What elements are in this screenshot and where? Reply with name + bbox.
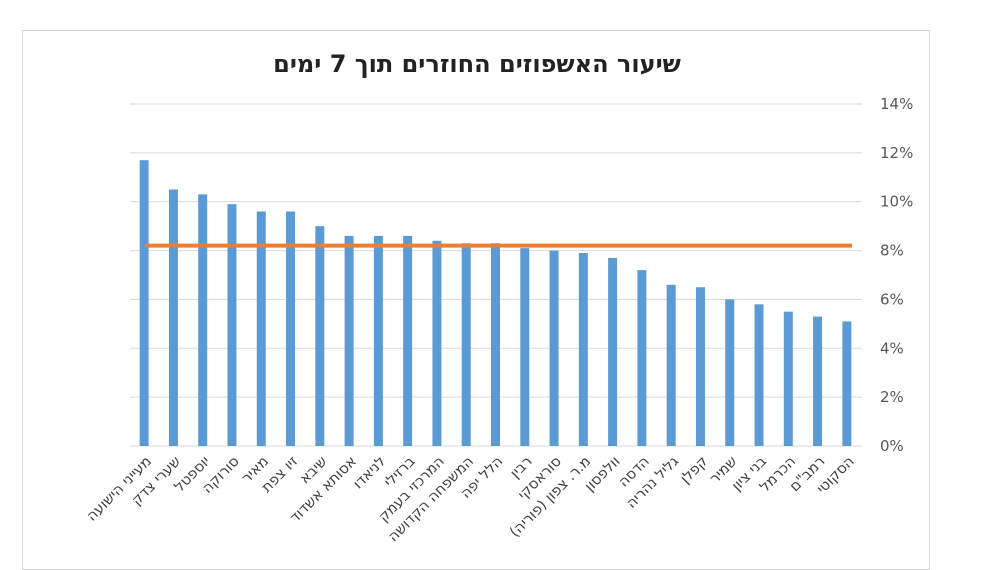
bar bbox=[373, 235, 383, 446]
bar bbox=[754, 304, 764, 446]
y-tick-label: 4% bbox=[880, 339, 904, 357]
bar bbox=[695, 287, 705, 446]
bar bbox=[783, 311, 793, 446]
bar bbox=[666, 284, 676, 446]
y-tick-label: 6% bbox=[880, 290, 904, 308]
y-tick-label: 8% bbox=[880, 242, 904, 260]
bar bbox=[813, 316, 823, 446]
y-tick-label: 10% bbox=[880, 193, 913, 211]
bar bbox=[461, 243, 471, 446]
chart-title: שיעור האשפוזים החוזרים תוך 7 ימים bbox=[273, 50, 681, 78]
bar bbox=[637, 270, 647, 446]
bar bbox=[725, 299, 735, 446]
category-label: קפלן bbox=[678, 454, 712, 488]
bar bbox=[227, 204, 237, 446]
bar bbox=[491, 243, 500, 446]
bar bbox=[168, 189, 178, 446]
bar bbox=[842, 321, 852, 446]
bar bbox=[432, 240, 442, 446]
y-tick-label: 14% bbox=[880, 95, 913, 113]
bar bbox=[344, 235, 354, 446]
y-tick-label: 0% bbox=[880, 437, 904, 455]
bar bbox=[256, 211, 266, 446]
y-tick-label: 2% bbox=[880, 388, 904, 406]
category-label: לניאדו bbox=[350, 454, 389, 493]
bar bbox=[520, 248, 530, 446]
bar bbox=[608, 257, 618, 446]
bar bbox=[549, 250, 559, 446]
bar bbox=[286, 211, 296, 446]
bar bbox=[403, 235, 413, 446]
bar bbox=[315, 226, 325, 446]
bar bbox=[198, 194, 208, 446]
y-tick-label: 12% bbox=[880, 144, 913, 162]
bar bbox=[139, 160, 149, 446]
bar bbox=[578, 253, 588, 446]
